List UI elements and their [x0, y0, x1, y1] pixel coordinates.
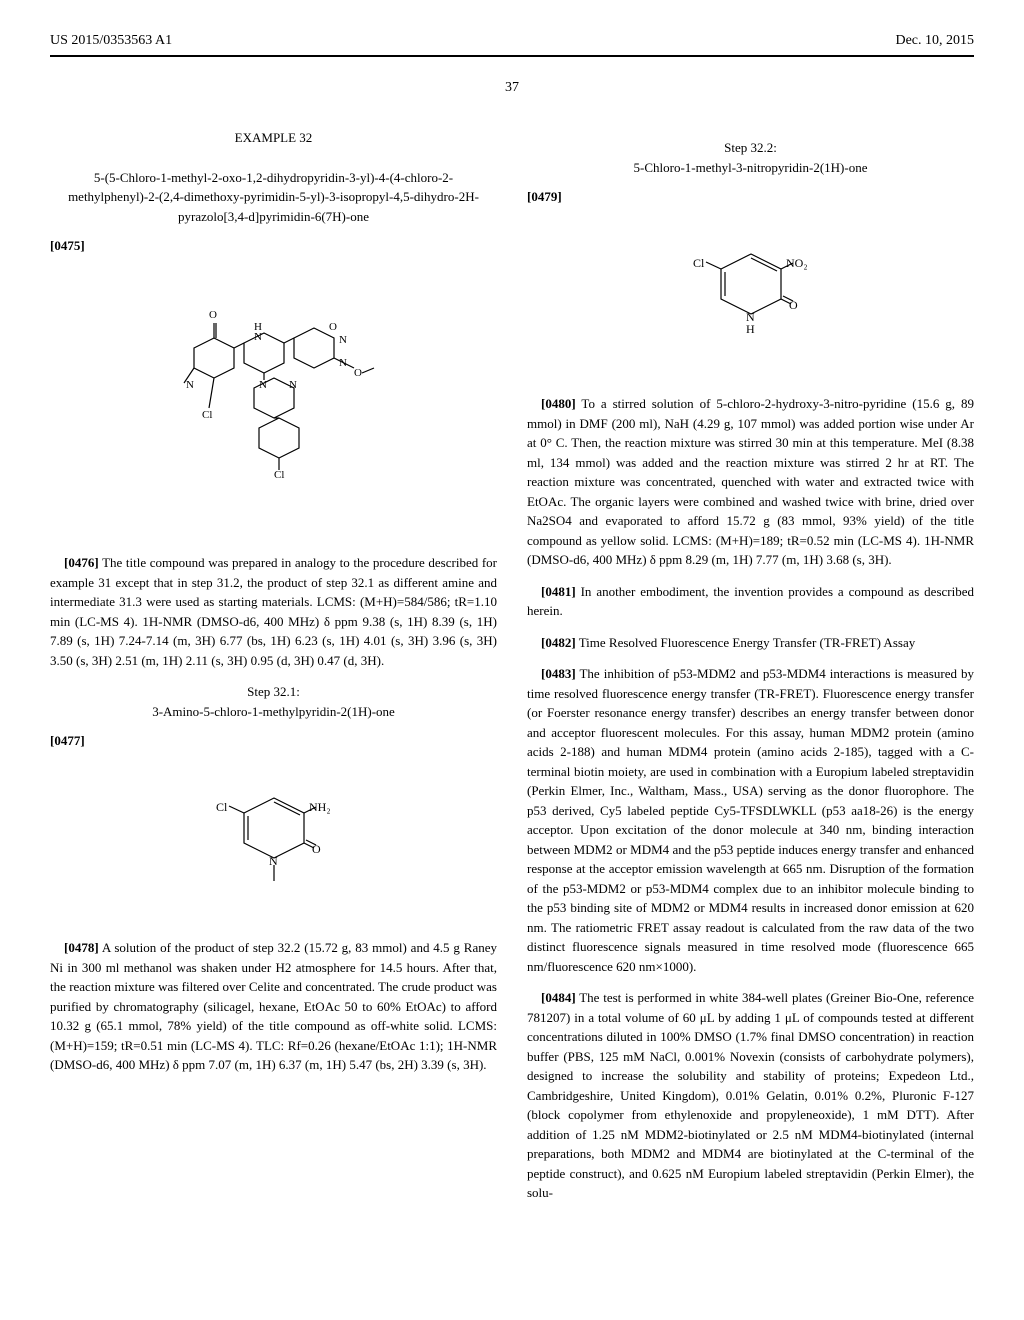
para-0477: [0477] — [50, 731, 497, 751]
patent-header: US 2015/0353563 A1 Dec. 10, 2015 — [50, 30, 974, 57]
step-322-title: Step 32.2: 5-Chloro-1-methyl-3-nitropyri… — [527, 138, 974, 177]
molecule-svg-main: O N H N O N N O N — [164, 288, 384, 508]
svg-text:N: N — [339, 334, 347, 346]
compound-title: 5-(5-Chloro-1-methyl-2-oxo-1,2-dihydropy… — [50, 168, 497, 227]
svg-text:H: H — [746, 322, 755, 336]
para-text-0482: Time Resolved Fluorescence Energy Transf… — [579, 635, 916, 650]
para-0483: [0483] The inhibition of p53-MDM2 and p5… — [527, 664, 974, 976]
svg-text:Cl: Cl — [216, 800, 228, 814]
svg-text:NH₂: NH₂ — [309, 800, 331, 814]
example-heading: EXAMPLE 32 — [50, 128, 497, 148]
para-num-0483: [0483] — [541, 666, 576, 681]
para-text-0484: The test is performed in white 384-well … — [527, 990, 974, 1200]
chemical-structure-main: O N H N O N N O N — [50, 268, 497, 534]
patent-date: Dec. 10, 2015 — [895, 30, 974, 51]
para-0482: [0482] Time Resolved Fluorescence Energy… — [527, 633, 974, 653]
para-0479: [0479] — [527, 187, 974, 207]
svg-text:O: O — [329, 321, 337, 333]
para-text-0478: A solution of the product of step 32.2 (… — [50, 940, 497, 1072]
svg-text:N: N — [186, 379, 194, 391]
para-0481: [0481] In another embodiment, the invent… — [527, 582, 974, 621]
chemical-structure-321: Cl NH₂ N O — [50, 763, 497, 919]
para-0480: [0480] To a stirred solution of 5-chloro… — [527, 394, 974, 570]
para-num-0476: [0476] — [64, 555, 99, 570]
para-0478: [0478] A solution of the product of step… — [50, 938, 497, 1075]
para-0475: [0475] — [50, 236, 497, 256]
svg-text:O: O — [354, 367, 362, 379]
patent-number: US 2015/0353563 A1 — [50, 30, 172, 51]
para-num-0484: [0484] — [541, 990, 576, 1005]
para-num-0482: [0482] — [541, 635, 576, 650]
molecule-svg-322: Cl NO₂ N H O — [681, 239, 821, 349]
chemical-structure-322: Cl NO₂ N H O — [527, 219, 974, 375]
molecule-svg-321: Cl NH₂ N O — [204, 783, 344, 893]
svg-text:N: N — [259, 379, 267, 391]
para-num-0475: [0475] — [50, 238, 85, 253]
svg-text:N: N — [289, 379, 297, 391]
para-num-0479: [0479] — [527, 189, 562, 204]
para-text-0476: The title compound was prepared in analo… — [50, 555, 497, 668]
step-321-title: Step 32.1: 3-Amino-5-chloro-1-methylpyri… — [50, 682, 497, 721]
para-text-0481: In another embodiment, the invention pro… — [527, 584, 974, 619]
para-num-0477: [0477] — [50, 733, 85, 748]
left-column: EXAMPLE 32 5-(5-Chloro-1-methyl-2-oxo-1,… — [50, 128, 497, 1215]
page-number: 37 — [50, 77, 974, 98]
svg-text:N: N — [254, 331, 262, 343]
svg-text:O: O — [209, 309, 217, 321]
svg-text:NO₂: NO₂ — [786, 256, 808, 270]
para-text-0483: The inhibition of p53-MDM2 and p53-MDM4 … — [527, 666, 974, 974]
para-0476: [0476] The title compound was prepared i… — [50, 553, 497, 670]
right-column: Step 32.2: 5-Chloro-1-methyl-3-nitropyri… — [527, 128, 974, 1215]
content-columns: EXAMPLE 32 5-(5-Chloro-1-methyl-2-oxo-1,… — [50, 128, 974, 1215]
para-num-0481: [0481] — [541, 584, 576, 599]
svg-text:Cl: Cl — [693, 256, 705, 270]
para-num-0478: [0478] — [64, 940, 99, 955]
para-num-0480: [0480] — [541, 396, 576, 411]
para-0484: [0484] The test is performed in white 38… — [527, 988, 974, 1203]
svg-text:Cl: Cl — [202, 409, 212, 421]
para-text-0480: To a stirred solution of 5-chloro-2-hydr… — [527, 396, 974, 567]
svg-text:Cl: Cl — [274, 469, 284, 481]
